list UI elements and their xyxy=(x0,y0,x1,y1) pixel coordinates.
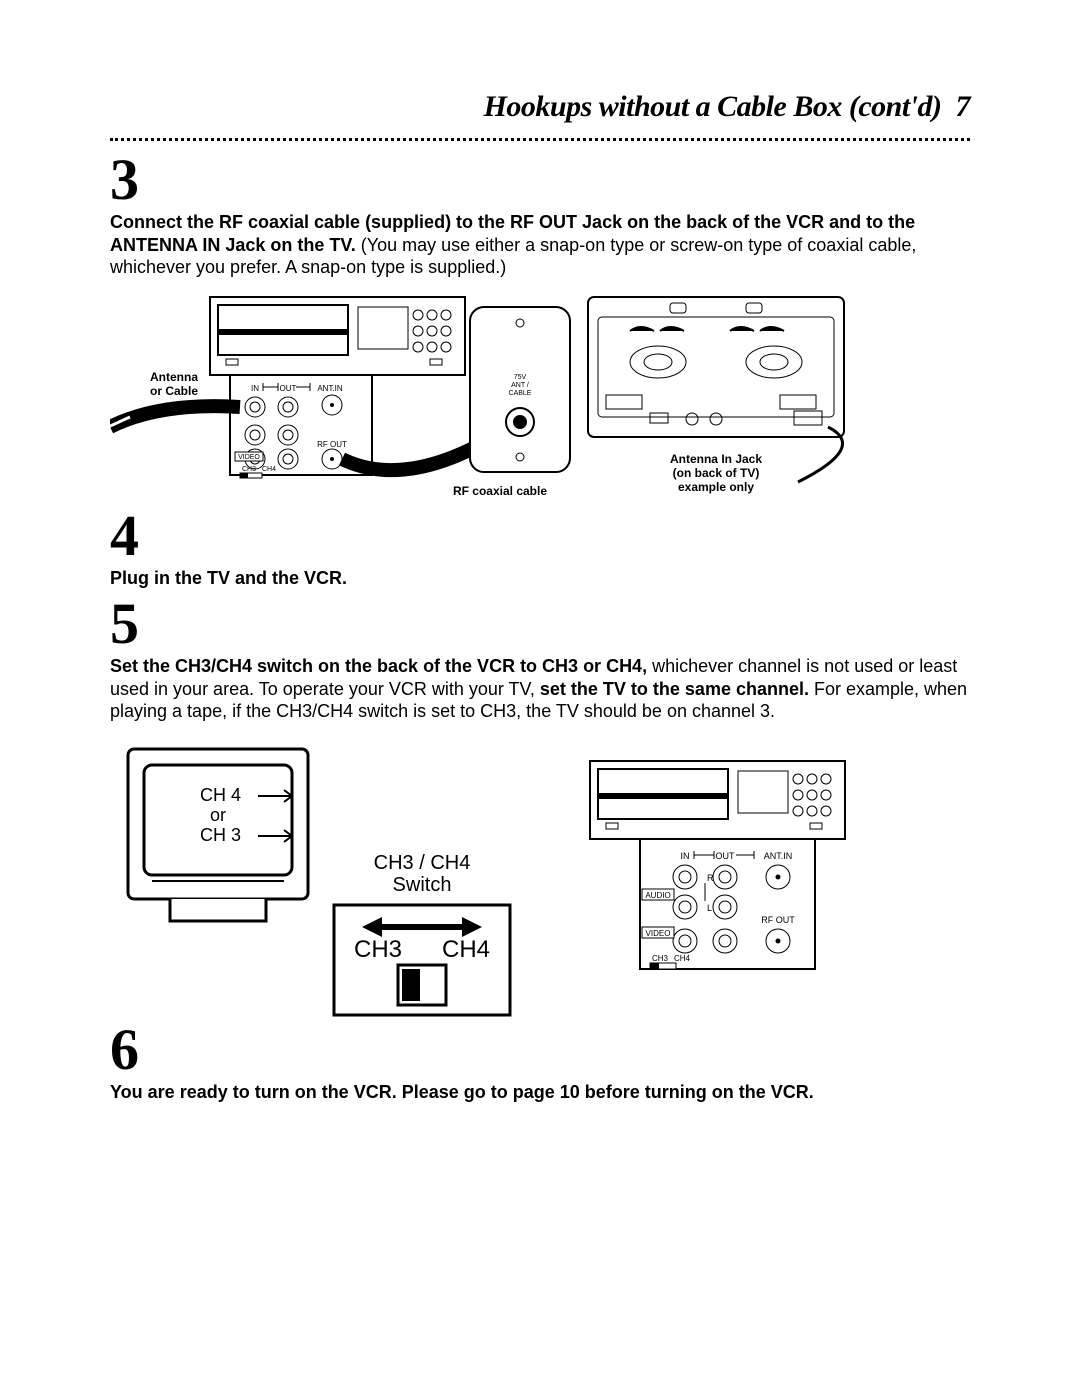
diagram-vcr-to-tv: IN OUT ANT.IN RF OUT VIDEO CH3 CH4 Anten… xyxy=(110,287,950,507)
label-out: OUT xyxy=(280,384,297,393)
p2-r: R xyxy=(707,873,714,883)
vcr-unit-2 xyxy=(590,761,845,839)
label-in: IN xyxy=(251,384,259,393)
step-5-text: Set the CH3/CH4 switch on the back of th… xyxy=(110,655,970,723)
tv-ch4: CH 4 xyxy=(200,785,241,805)
diagram-ch-switch: CH 4 or CH 3 CH3 / CH4 Switch CH3 CH4 xyxy=(110,731,870,1021)
tv-front-icon: CH 4 or CH 3 xyxy=(128,749,308,921)
vcr-unit xyxy=(210,297,465,375)
switch-label-1: CH3 / CH4 xyxy=(374,852,471,874)
p2-antin: ANT.IN xyxy=(764,851,793,861)
page-number: 7 xyxy=(956,90,971,123)
p2-video: VIDEO xyxy=(646,929,671,938)
label-or-cable: or Cable xyxy=(150,384,198,398)
label-ant-jack1: Antenna In Jack xyxy=(670,452,762,466)
label-ch3: CH3 xyxy=(242,466,256,473)
header-title: Hookups without a Cable Box (cont'd) xyxy=(484,90,942,123)
vcr-back-panel-2-icon: IN OUT ANT.IN R L AUDIO RF OUT VIDEO CH3… xyxy=(640,839,815,969)
plate-l3: CABLE xyxy=(509,390,532,397)
label-rfout: RF OUT xyxy=(317,440,347,449)
header-rule xyxy=(110,130,970,141)
p2-in: IN xyxy=(681,851,690,861)
page-header: Hookups without a Cable Box (cont'd) 7 xyxy=(110,90,970,124)
switch-ch4: CH4 xyxy=(442,936,490,963)
step-6-number: 6 xyxy=(110,1021,970,1079)
step-5-bold1: Set the CH3/CH4 switch on the back of th… xyxy=(110,656,647,676)
step-3-number: 3 xyxy=(110,151,970,209)
label-rf-coaxial: RF coaxial cable xyxy=(453,484,547,498)
plate-l2: ANT / xyxy=(511,382,529,389)
switch-ch3: CH3 xyxy=(354,936,402,963)
p2-l: L xyxy=(707,903,712,913)
step-4-text: Plug in the TV and the VCR. xyxy=(110,568,347,588)
label-ant-jack2: (on back of TV) xyxy=(673,466,760,480)
step-3-text: Connect the RF coaxial cable (supplied) … xyxy=(110,211,970,279)
step-4-number: 4 xyxy=(110,507,970,565)
p2-ch4: CH4 xyxy=(674,954,691,963)
switch-label-2: Switch xyxy=(393,874,452,896)
label-ant-jack3: example only xyxy=(678,480,754,494)
ch-switch-icon: CH3 / CH4 Switch CH3 CH4 xyxy=(334,852,510,1015)
label-antenna: Antenna xyxy=(150,370,198,384)
label-video: VIDEO xyxy=(238,454,260,461)
step-5-bold2: set the TV to the same channel. xyxy=(540,679,809,699)
step-6-text: You are ready to turn on the VCR. Please… xyxy=(110,1082,814,1102)
label-antin: ANT.IN xyxy=(317,384,343,393)
p2-rfout: RF OUT xyxy=(761,915,795,925)
p2-out: OUT xyxy=(716,851,736,861)
coax-plate-icon: 75V ANT / CABLE xyxy=(470,307,570,472)
tv-or: or xyxy=(210,805,226,825)
p2-audio: AUDIO xyxy=(645,891,670,900)
step-5-number: 5 xyxy=(110,595,970,653)
plate-l1: 75V xyxy=(514,374,527,381)
label-ch4: CH4 xyxy=(262,466,276,473)
tv-ch3: CH 3 xyxy=(200,825,241,845)
p2-ch3: CH3 xyxy=(652,954,669,963)
